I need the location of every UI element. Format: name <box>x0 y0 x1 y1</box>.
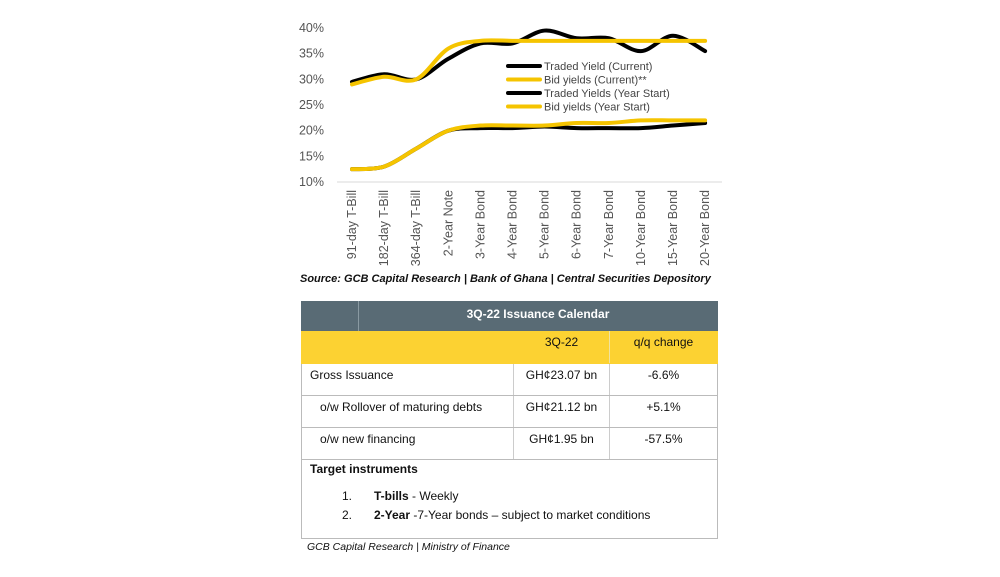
x-tick-label: 6-Year Bond <box>570 190 584 259</box>
issuance-calendar-table: 3Q-22 Issuance Calendar 3Q-22 q/q change… <box>301 301 718 539</box>
y-tick-label: 25% <box>299 98 324 112</box>
y-tick-label: 35% <box>299 47 324 61</box>
legend-label: Bid yields (Current)** <box>544 75 647 87</box>
chart-source: Source: GCB Capital Research | Bank of G… <box>300 273 711 285</box>
x-tick-label: 7-Year Bond <box>602 190 616 259</box>
row-value: GH¢1.95 bn <box>514 428 610 459</box>
row-label: o/w Rollover of maturing debts <box>302 396 514 427</box>
target-heading: Target instruments <box>310 462 418 476</box>
row-change: -57.5% <box>644 432 683 446</box>
target-instruments: Target instruments 1. T-bills - Weekly 2.… <box>301 460 718 539</box>
table-row: o/w Rollover of maturing debts GH¢21.12 … <box>301 396 718 428</box>
table-footer-source: GCB Capital Research | Ministry of Finan… <box>307 541 510 553</box>
series-line <box>350 118 708 172</box>
x-tick-label: 10-Year Bond <box>634 190 648 266</box>
x-tick-label: 3-Year Bond <box>473 190 487 259</box>
x-tick-label: 2-Year Note <box>441 190 455 256</box>
target-item: 2. 2-Year -7-Year bonds – subject to mark… <box>342 508 651 522</box>
series-line <box>350 28 708 84</box>
yield-curve-chart: 10% 15% 20% 25% 30% 35% 40% 91-day T-Bill 182-da… <box>299 21 722 266</box>
table-title-row: 3Q-22 Issuance Calendar <box>301 301 718 331</box>
table-title: 3Q-22 Issuance Calendar <box>466 307 610 321</box>
series-line <box>350 38 708 87</box>
row-value: GH¢21.12 bn <box>514 396 610 427</box>
row-label: Gross Issuance <box>302 364 514 395</box>
x-tick-label: 5-Year Bond <box>538 190 552 259</box>
y-tick-label: 40% <box>299 21 324 35</box>
y-tick-label: 30% <box>299 72 324 86</box>
series-line <box>350 120 708 172</box>
x-tick-label: 4-Year Bond <box>506 190 520 259</box>
table-row: Gross Issuance GH¢23.07 bn -6.6% <box>301 364 718 396</box>
x-tick-label: 364-day T-Bill <box>409 190 423 266</box>
x-tick-label: 15-Year Bond <box>666 190 680 266</box>
y-tick-label: 15% <box>299 149 324 163</box>
row-label: o/w new financing <box>302 428 514 459</box>
y-tick-label: 20% <box>299 124 324 138</box>
row-value: GH¢23.07 bn <box>514 364 610 395</box>
x-tick-label: 182-day T-Bill <box>377 190 391 266</box>
row-change: +5.1% <box>646 400 681 414</box>
row-change: -6.6% <box>647 368 680 382</box>
legend-label: Traded Yield (Current) <box>544 61 652 73</box>
target-item: 1. T-bills - Weekly <box>342 489 459 503</box>
y-tick-label: 10% <box>299 175 324 189</box>
col-period: 3Q-22 <box>514 331 610 363</box>
table-row: o/w new financing GH¢1.95 bn -57.5% <box>301 428 718 460</box>
legend-label: Bid yields (Year Start) <box>544 102 650 114</box>
legend-label: Traded Yields (Year Start) <box>544 88 670 100</box>
column-header-row: 3Q-22 q/q change <box>301 331 718 364</box>
x-tick-label: 20-Year Bond <box>698 190 712 266</box>
x-tick-label: 91-day T-Bill <box>345 190 359 259</box>
col-change: q/q change <box>633 335 694 349</box>
